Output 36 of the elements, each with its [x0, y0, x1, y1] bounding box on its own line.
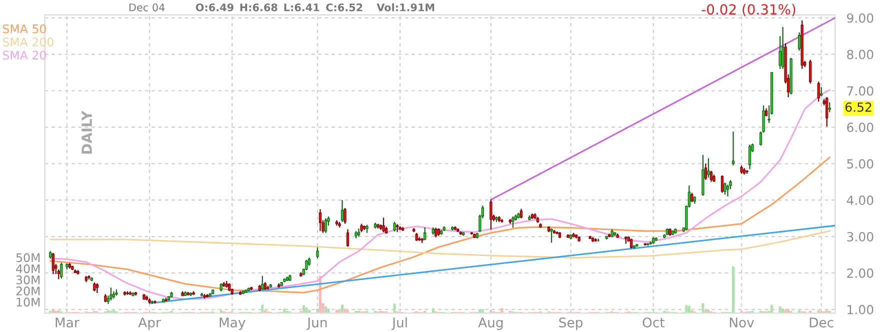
y-tick-label: 5.00 [847, 159, 874, 169]
y-tick-label: 8.00 [847, 50, 874, 60]
y2-tick-label: 40M [16, 264, 40, 274]
y-tick-label: 6.00 [847, 122, 874, 132]
annotation: 6.52 [845, 102, 872, 112]
x-tick-label: Nov [730, 318, 754, 328]
text: SMA 200 [2, 38, 54, 46]
x-tick-label: May [220, 318, 246, 330]
text: Vol:1.91M [376, 3, 434, 12]
x-tick-label: Jun [306, 318, 327, 330]
y-tick-label: 9.00 [847, 13, 874, 23]
y2-tick-label: 20M [16, 286, 40, 296]
text: SMA 50 [2, 24, 46, 34]
annotation: DAILY [82, 110, 92, 154]
text: C:6.52 [326, 3, 362, 12]
x-tick-label: Oct [642, 317, 664, 328]
text: Dec 04 [130, 3, 165, 12]
y-tick-label: 2.00 [847, 268, 874, 278]
annotation: -0.02 (0.31%) [702, 4, 796, 16]
x-tick-label: Aug [478, 318, 503, 330]
y-tick-label: 1.00 [848, 304, 874, 314]
x-tick-label: Apr [138, 318, 161, 330]
text: O:6.49 [196, 3, 234, 12]
x-tick-label: Sep [559, 317, 582, 330]
y2-tick-label: 10M [16, 298, 40, 307]
y-tick-label: 4.00 [846, 196, 874, 206]
text: SMA 20 [2, 50, 46, 60]
y-tick-label: 3.00 [847, 232, 874, 242]
y2-tick-label: 30M [16, 275, 40, 284]
text: H:6.68 [240, 3, 278, 12]
x-tick-label: Jul [391, 317, 407, 330]
y2-tick-label: 50M [16, 253, 40, 262]
text: L:6.41 [284, 3, 320, 12]
y-tick-label: 7.00 [847, 86, 874, 96]
x-tick-label: Mar [56, 318, 80, 328]
x-tick-label: Dec [810, 318, 834, 328]
